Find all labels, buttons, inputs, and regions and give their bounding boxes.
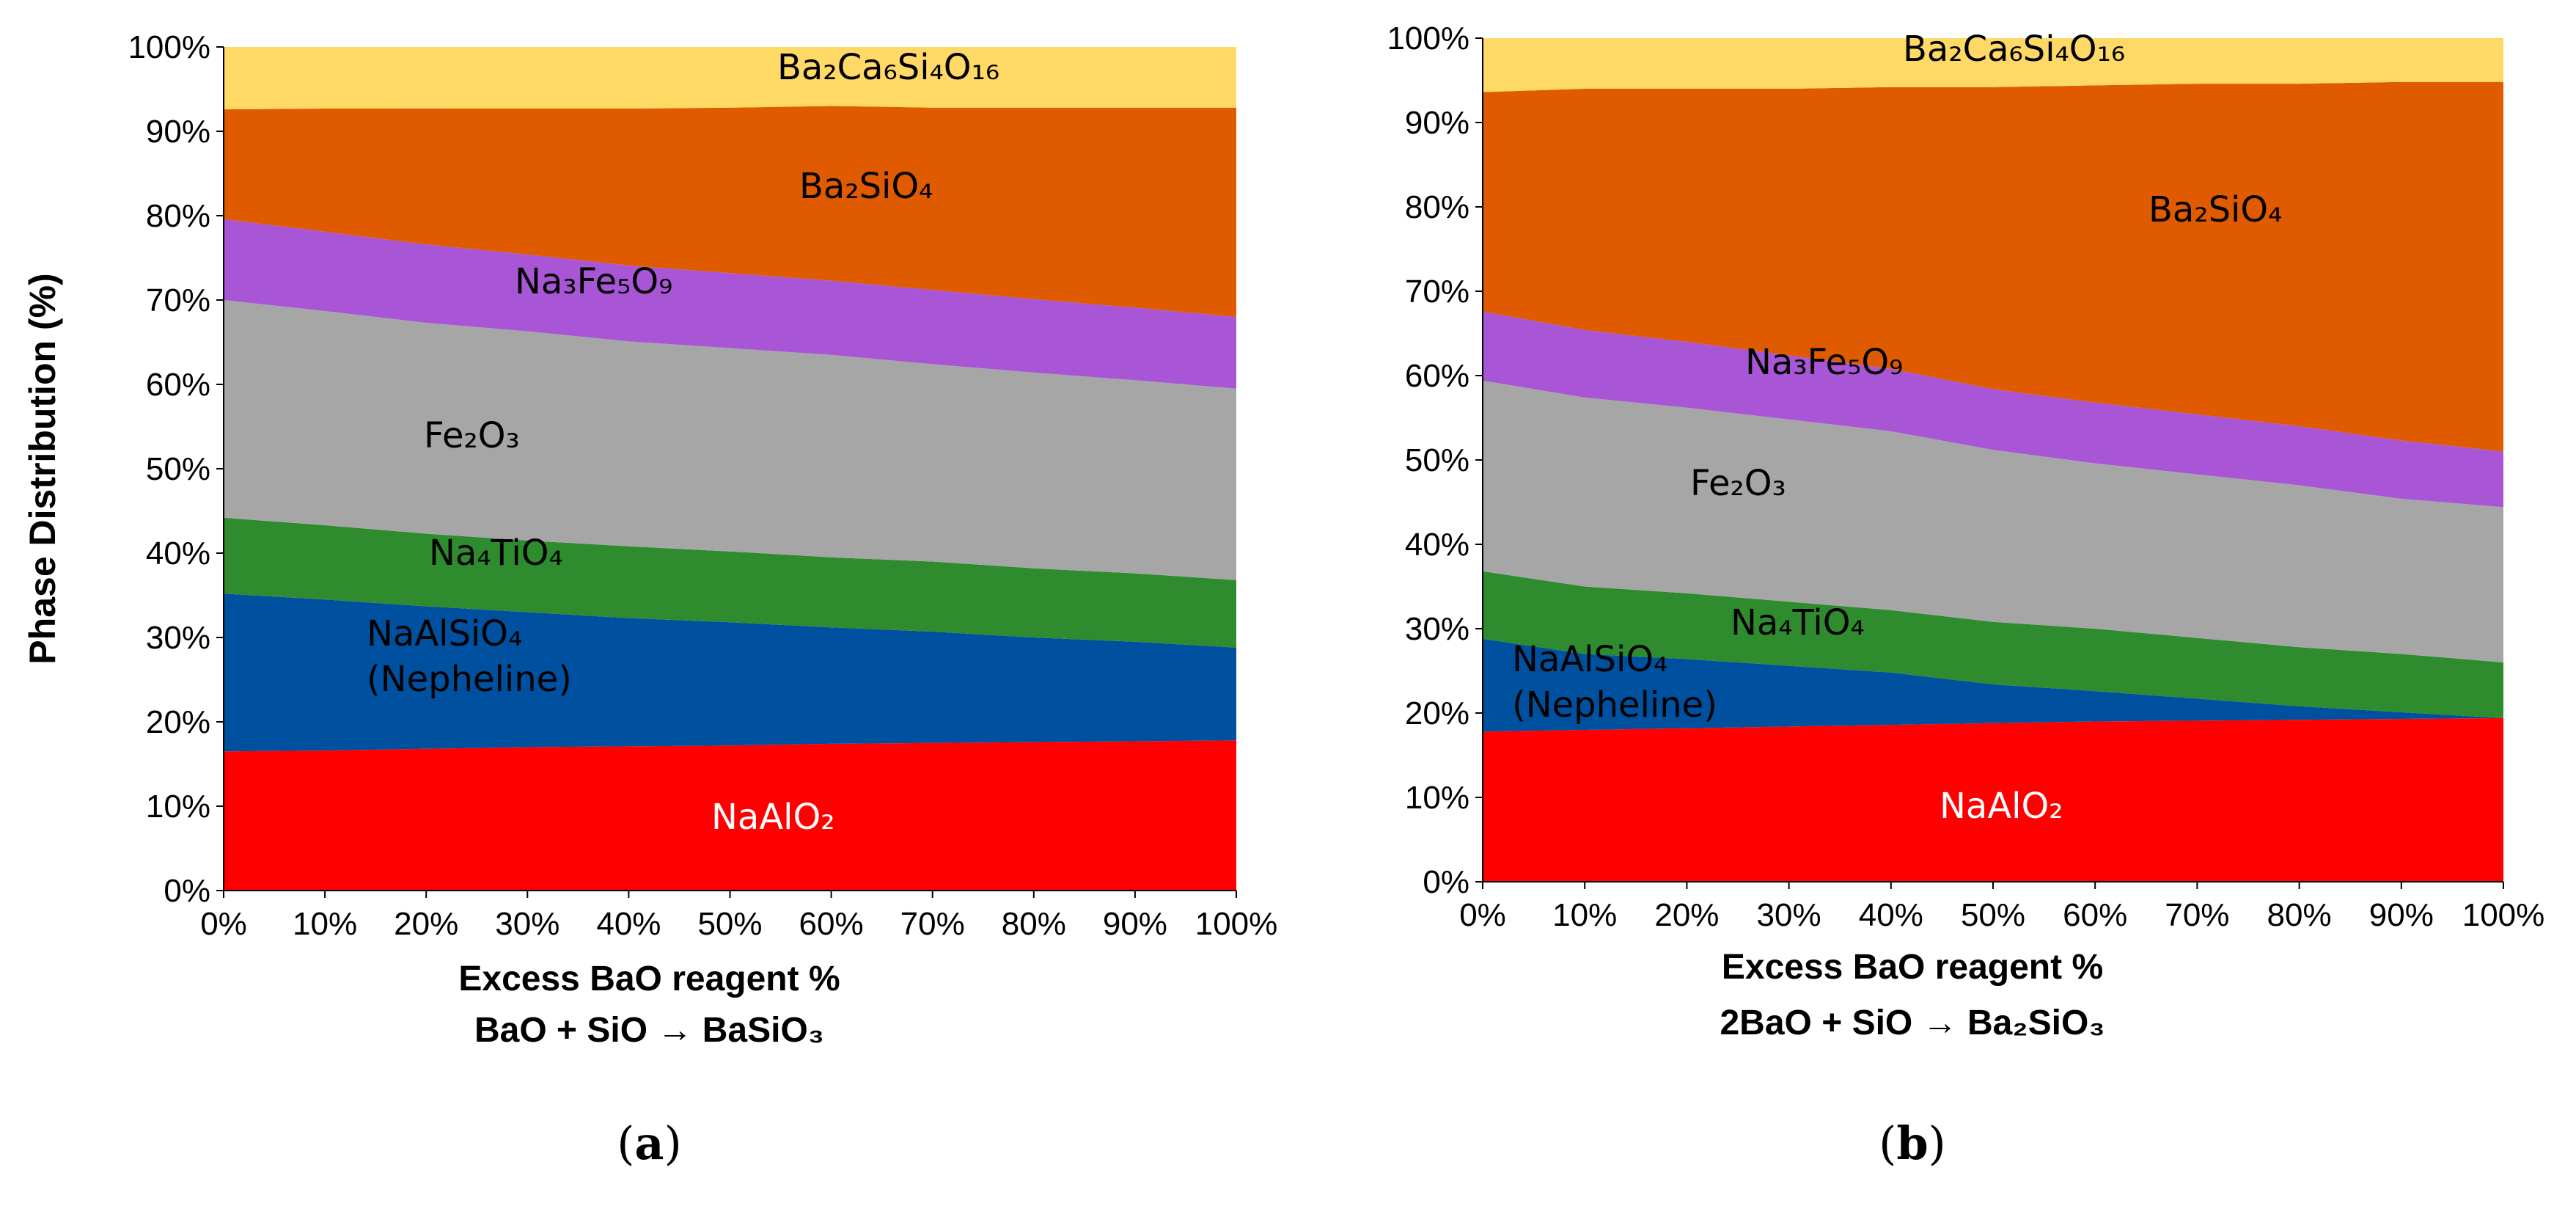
x-tick-label: 20%	[394, 906, 458, 942]
series-label: (Nepheline)	[367, 659, 572, 700]
series-label: Ba₂Ca₆Si₄O₁₆	[1903, 29, 2125, 70]
y-tick-label: 40%	[146, 536, 210, 571]
y-tick-label: 100%	[1387, 21, 1469, 56]
series-label: Ba₂SiO₄	[2148, 189, 2282, 230]
x-tick-label: 20%	[1654, 897, 1719, 933]
reaction-equation: 2BaO + SiO → Ba₂SiO₃	[1720, 1004, 2105, 1042]
area-series-na-fe-o-	[224, 219, 1236, 389]
x-axis-title: Excess BaO reagent %	[1722, 948, 2103, 987]
area-series-naalo-	[1483, 717, 2503, 882]
x-tick-label: 60%	[799, 906, 864, 942]
y-tick-label: 70%	[1405, 274, 1469, 310]
series-label: Na₄TiO₄	[1731, 602, 1865, 643]
y-tick-label: 10%	[1405, 780, 1469, 816]
area-series-naalsio-nepheline-	[224, 593, 1236, 752]
x-axis-title: Excess BaO reagent %	[458, 960, 840, 998]
area-series-naalsio-nepheline-	[1483, 638, 2503, 732]
y-axis-title: Phase Distribution (%)	[22, 273, 63, 664]
area-series-ba-ca-si-o-	[224, 47, 1236, 110]
y-tick-label: 80%	[146, 198, 210, 234]
x-tick-label: 50%	[697, 906, 762, 942]
area-series-ba-sio-	[224, 106, 1236, 317]
y-tick-label: 100%	[128, 29, 210, 65]
area-series-ba-sio-	[1483, 81, 2503, 452]
x-tick-label: 40%	[596, 906, 661, 942]
x-tick-label: 30%	[1757, 897, 1821, 933]
series-label: (Nepheline)	[1512, 684, 1717, 726]
x-tick-label: 100%	[1195, 906, 1278, 942]
y-tick-label: 60%	[146, 367, 210, 403]
series-label: Fe₂O₃	[1690, 463, 1786, 504]
area-series-naalo-	[224, 740, 1236, 891]
x-tick-label: 60%	[2063, 897, 2127, 933]
y-tick-label: 50%	[146, 451, 210, 487]
y-tick-label: 90%	[1405, 105, 1469, 141]
series-label: NaAlSiO₄	[367, 613, 522, 654]
x-tick-label: 70%	[900, 906, 965, 942]
series-label: Ba₂Ca₆Si₄O₁₆	[777, 47, 999, 88]
x-tick-label: 10%	[1552, 897, 1617, 933]
y-tick-label: 30%	[146, 620, 210, 656]
series-label: Na₄TiO₄	[429, 533, 563, 574]
x-tick-label: 100%	[2462, 897, 2545, 933]
y-tick-label: 20%	[146, 704, 210, 740]
y-tick-label: 40%	[1405, 527, 1469, 563]
x-tick-label: 30%	[495, 906, 559, 942]
series-label: Fe₂O₃	[424, 415, 520, 456]
x-tick-label: 80%	[2267, 897, 2332, 933]
reaction-equation: BaO + SiO → BaSiO₃	[474, 1011, 824, 1050]
x-tick-label: 90%	[2369, 897, 2434, 933]
area-series-na-fe-o-	[1483, 311, 2503, 508]
y-tick-label: 20%	[1405, 695, 1469, 731]
series-label: NaAlSiO₄	[1512, 639, 1667, 680]
y-tick-label: 0%	[164, 873, 210, 909]
x-tick-label: 90%	[1103, 906, 1167, 942]
area-series-na-tio-	[224, 517, 1236, 648]
panel-caption: (a)	[617, 1117, 682, 1170]
series-label: NaAlO₂	[1940, 786, 2063, 827]
x-tick-label: 0%	[200, 906, 247, 942]
x-tick-label: 40%	[1859, 897, 1923, 933]
area-series-na-tio-	[1483, 571, 2503, 718]
series-label: Na₃Fe₅O₉	[1745, 342, 1903, 383]
series-label: Ba₂SiO₄	[799, 166, 933, 207]
y-tick-label: 50%	[1405, 442, 1469, 478]
area-series-fe-o-	[224, 300, 1236, 580]
series-label: Na₃Fe₅O₉	[515, 261, 672, 302]
y-tick-label: 10%	[146, 789, 210, 825]
y-tick-label: 80%	[1405, 189, 1469, 225]
x-tick-label: 10%	[293, 906, 357, 942]
y-tick-label: 0%	[1423, 864, 1469, 900]
y-tick-label: 60%	[1405, 358, 1469, 394]
area-series-ba-ca-si-o-	[1483, 38, 2503, 92]
chart-panel-b: NaAlO₂ NaAlSiO₄(Nepheline) Na₄TiO₄ Fe₂O₃ Na₃…	[1387, 21, 2544, 1170]
y-tick-label: 30%	[1405, 611, 1469, 647]
x-tick-label: 0%	[1459, 897, 1506, 933]
panel-caption: (b)	[1879, 1117, 1946, 1170]
series-label: NaAlO₂	[711, 797, 835, 838]
area-series-fe-o-	[1483, 380, 2503, 662]
y-tick-label: 70%	[146, 282, 210, 318]
y-tick-label: 90%	[146, 114, 210, 150]
x-tick-label: 50%	[1961, 897, 2025, 933]
chart-panel-a: NaAlO₂ NaAlSiO₄ (Nepheline) Na₄TiO₄ Fe₂O₃ Na₃…	[22, 29, 1277, 1170]
x-tick-label: 70%	[2165, 897, 2229, 933]
x-tick-label: 80%	[1002, 906, 1066, 942]
